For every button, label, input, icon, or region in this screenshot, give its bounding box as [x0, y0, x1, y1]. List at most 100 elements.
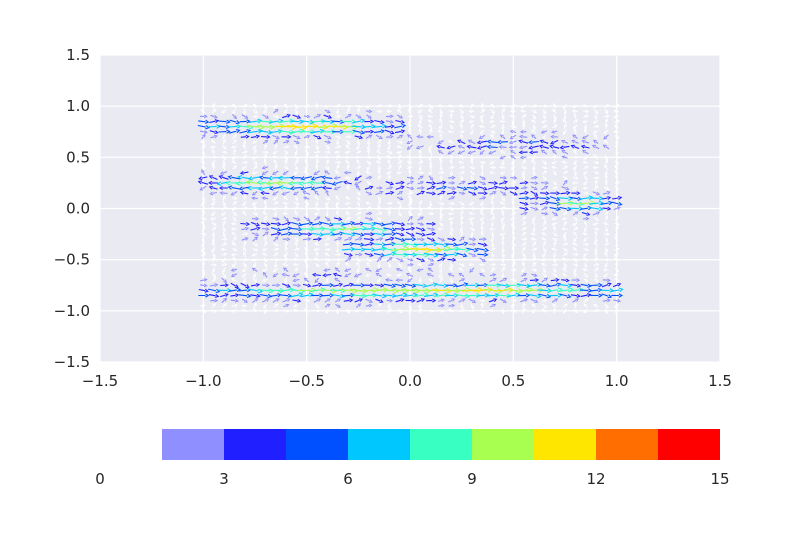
vector-arrow: [364, 241, 375, 246]
vector-arrow: [427, 267, 434, 273]
vector-arrow: [394, 123, 407, 129]
vector-arrow: [418, 128, 423, 135]
vector-arrow: [562, 175, 568, 181]
vector-arrow: [200, 160, 206, 165]
vector-arrow: [365, 303, 373, 308]
vector-arrow: [521, 242, 527, 247]
vector-arrow: [476, 140, 487, 145]
vector-arrow: [480, 225, 484, 232]
vector-arrow: [439, 108, 443, 115]
vector-arrow: [439, 154, 443, 161]
vector-arrow: [491, 195, 495, 201]
vector-arrow: [386, 257, 393, 262]
vector-arrow: [198, 176, 208, 181]
vector-arrow: [228, 287, 242, 293]
vector-arrow: [273, 252, 279, 257]
vector-arrow: [614, 222, 621, 226]
vector-arrow: [273, 247, 280, 251]
vector-arrow: [335, 210, 340, 216]
vector-arrow: [520, 298, 529, 303]
vector-arrow: [229, 128, 241, 134]
vector-arrow: [499, 165, 506, 170]
vector-arrow: [563, 220, 567, 227]
vector-arrow: [428, 309, 435, 313]
vector-arrow: [315, 153, 319, 160]
vector-arrow: [314, 257, 320, 262]
vector-arrow: [201, 242, 206, 248]
vector-arrow: [395, 298, 405, 303]
vector-arrow: [532, 241, 537, 247]
vector-arrow: [490, 103, 495, 109]
vector-arrow: [593, 119, 599, 124]
x-tick-label: 0.5: [501, 372, 525, 390]
vector-arrow: [592, 104, 599, 108]
vector-arrow: [511, 119, 515, 125]
vector-arrow: [408, 103, 412, 110]
vector-arrow: [283, 195, 289, 201]
vector-arrow: [377, 169, 381, 175]
x-tick-label: −1.5: [82, 372, 118, 390]
vector-arrow: [428, 211, 435, 216]
vector-arrow: [335, 154, 340, 160]
vector-arrow: [231, 241, 237, 247]
vector-arrow: [467, 180, 478, 185]
vector-arrow: [200, 155, 206, 160]
vector-arrow: [417, 170, 425, 175]
vector-arrow: [356, 107, 361, 114]
vector-arrow: [438, 124, 444, 130]
vector-arrow: [300, 186, 313, 191]
vector-arrow: [551, 130, 558, 134]
vector-arrow: [232, 211, 238, 216]
vector-arrow: [251, 216, 260, 221]
vector-arrow: [272, 207, 279, 211]
vector-arrow: [302, 237, 312, 241]
vector-arrow: [386, 298, 394, 303]
vector-arrow: [490, 221, 495, 228]
vector-arrow: [531, 303, 537, 308]
vector-arrow: [593, 216, 599, 222]
vector-arrow: [384, 236, 395, 241]
vector-arrow: [614, 155, 621, 160]
vector-arrow: [602, 206, 612, 211]
vector-arrow: [331, 180, 343, 186]
vector-arrow: [211, 211, 216, 217]
vector-arrow: [469, 170, 475, 175]
vector-arrow: [603, 134, 609, 140]
vector-arrow: [583, 114, 589, 118]
vector-arrow: [232, 200, 237, 206]
vector-arrow: [490, 241, 495, 248]
vector-arrow: [230, 273, 238, 277]
vector-arrow: [315, 102, 319, 109]
vector-arrow: [582, 149, 589, 155]
vector-arrow: [251, 267, 258, 272]
vector-arrow: [583, 298, 589, 303]
vector-arrow: [581, 134, 589, 139]
y-tick-label: 0.0: [66, 200, 90, 218]
vector-arrow: [252, 308, 257, 314]
vector-arrow: [559, 145, 570, 150]
vector-arrow: [376, 186, 383, 190]
vector-arrow: [341, 232, 356, 237]
vector-arrow: [302, 232, 313, 237]
vector-arrow: [551, 160, 558, 165]
vector-arrow: [459, 236, 465, 242]
vector-arrow: [491, 252, 495, 258]
vector-arrow: [470, 220, 474, 227]
vector-arrow: [552, 303, 557, 308]
vector-arrow: [272, 150, 279, 154]
vector-arrow: [273, 139, 279, 145]
vector-arrow: [315, 144, 319, 151]
vector-arrow: [593, 154, 599, 160]
vector-arrow: [387, 210, 392, 217]
vector-arrow: [488, 150, 497, 155]
vector-arrow: [209, 130, 219, 135]
vector-arrow: [387, 159, 391, 165]
vector-arrow: [449, 262, 454, 269]
vector-arrow: [222, 226, 226, 233]
vector-arrow: [346, 164, 350, 170]
vector-arrow: [499, 134, 506, 140]
vector-arrow: [325, 189, 329, 196]
vector-arrow: [446, 283, 458, 288]
vector-arrow: [469, 309, 476, 313]
vector-arrow: [325, 196, 331, 201]
